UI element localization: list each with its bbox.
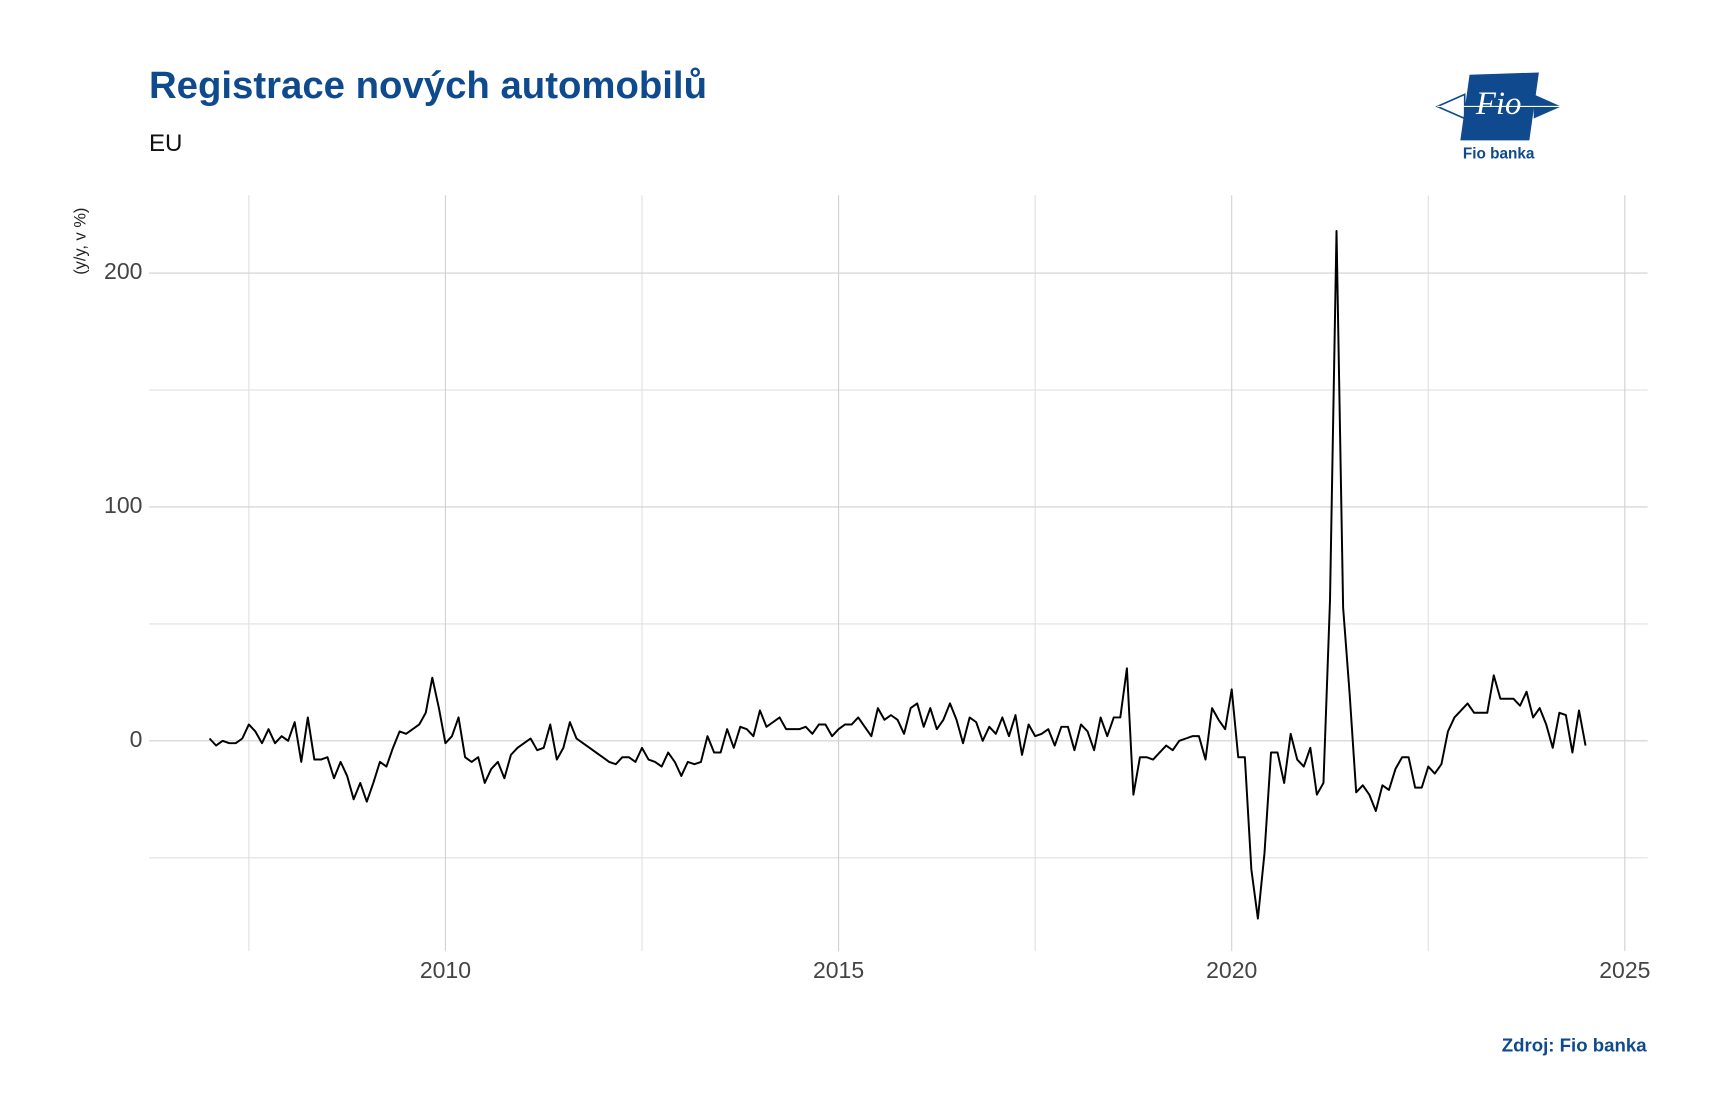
logo: Fio Fio banka [1435, 72, 1562, 163]
logo-text: Fio [1475, 86, 1522, 122]
line [208, 229, 1587, 920]
logo-caption: Fio banka [1463, 146, 1535, 163]
chart-title: Registrace nových automobilů [149, 64, 707, 107]
x-tick-label: 2015 [813, 957, 864, 983]
source: Zdroj: Fio banka [1502, 1034, 1647, 1055]
y-tick-label: 100 [104, 492, 142, 518]
chart-subtitle: EU [149, 130, 182, 157]
y-tick-label: 0 [130, 726, 143, 752]
plot: 0 100 200 2010 2015 2020 2025 [104, 195, 1650, 983]
x-tick-label: 2020 [1206, 957, 1257, 983]
y-tick-label: 200 [104, 258, 142, 284]
x-tick-label: 2025 [1599, 957, 1650, 983]
y-axis-label: (y/y, v %) [71, 208, 89, 275]
x-tick-label: 2010 [420, 957, 471, 983]
